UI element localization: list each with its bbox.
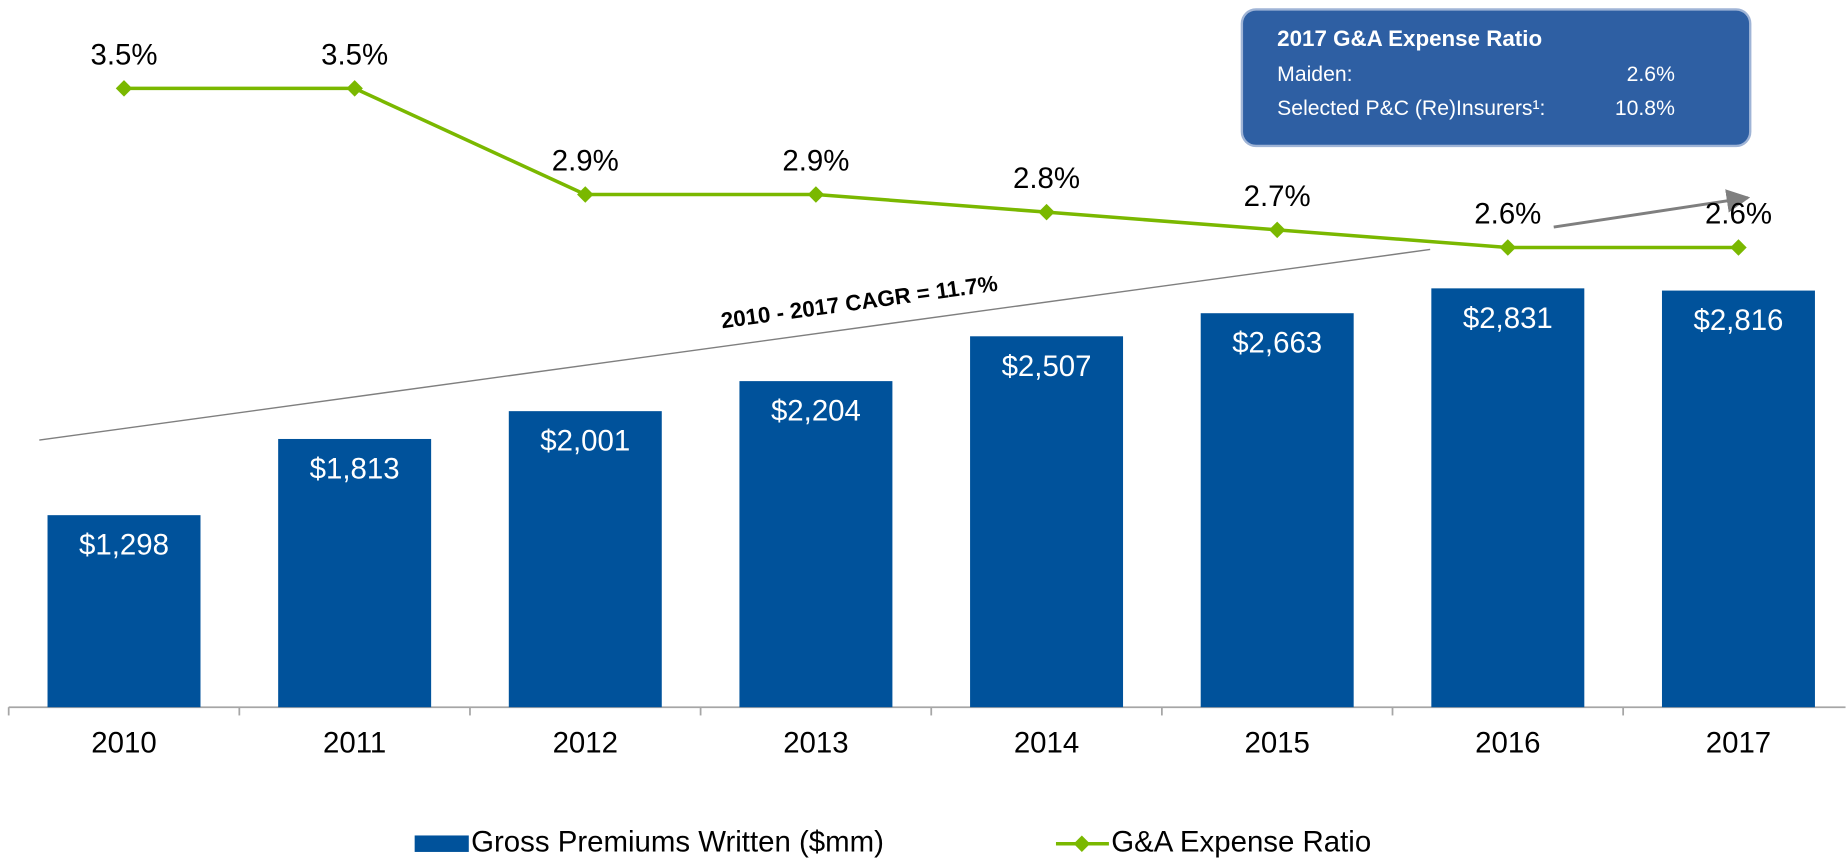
x-tick-label: 2012: [553, 727, 618, 760]
bar-value-label: $1,813: [310, 453, 400, 486]
bar-value-label: $1,298: [79, 529, 169, 562]
line-value-label: 2.6%: [1705, 198, 1772, 231]
bar-value-label: $2,204: [771, 395, 861, 428]
legend-swatch: [414, 835, 469, 852]
info-box-title: 2017 G&A Expense Ratio: [1277, 26, 1542, 51]
bar: [739, 381, 893, 708]
info-box: 2017 G&A Expense Ratio Maiden: 2.6% Sele…: [1240, 8, 1752, 148]
line-marker: [346, 80, 363, 97]
line-value-label: 2.9%: [782, 144, 849, 177]
bar: [278, 438, 432, 708]
cagr-line: [39, 248, 1431, 441]
line-value-label: 3.5%: [321, 38, 388, 71]
legend-label: G&A Expense Ratio: [1111, 825, 1371, 858]
legend-label: Gross Premiums Written ($mm): [471, 825, 884, 858]
cagr-label: 2010 - 2017 CAGR = 11.7%: [719, 271, 999, 334]
info-box-bg: [1240, 8, 1752, 148]
x-tick-label: 2017: [1706, 727, 1771, 760]
line-marker: [115, 80, 133, 97]
x-tick-label: 2013: [783, 727, 848, 760]
bar: [970, 336, 1124, 708]
bar-value-label: $2,816: [1693, 304, 1783, 337]
line-marker: [1268, 221, 1286, 239]
line-value-label: 2.8%: [1013, 162, 1080, 195]
line-value-label: 2.9%: [552, 144, 619, 177]
trend-arrow: [1553, 189, 1751, 229]
bar: [1661, 290, 1815, 708]
line-value-label: 2.6%: [1474, 198, 1541, 231]
bar: [1431, 288, 1585, 708]
line-marker: [1730, 239, 1747, 256]
bar: [508, 411, 662, 708]
legend-marker: [1073, 835, 1091, 852]
bar-value-label: $2,831: [1463, 302, 1553, 335]
x-tick-label: 2011: [323, 727, 386, 760]
x-tick-label: 2010: [91, 727, 156, 760]
line-value-label: 3.5%: [90, 38, 157, 71]
bar: [47, 515, 201, 708]
info-row-value: 10.8%: [1615, 97, 1675, 120]
info-row-label: Maiden:: [1277, 63, 1352, 86]
x-tick-label: 2016: [1475, 727, 1540, 760]
line: [124, 86, 1739, 250]
line-marker: [1038, 203, 1055, 221]
info-row-value: 2.6%: [1627, 63, 1675, 86]
bar-value-label: $2,663: [1232, 327, 1322, 360]
x-tick-label: 2015: [1244, 727, 1309, 760]
line-marker: [1499, 239, 1517, 256]
info-row-label: Selected P&C (Re)Insurers¹:: [1277, 97, 1545, 120]
line-marker: [807, 186, 825, 203]
bar-value-label: $2,001: [540, 425, 630, 458]
line-marker: [577, 186, 594, 203]
line-value-label: 2.7%: [1244, 180, 1311, 213]
bar-value-label: $2,507: [1002, 350, 1092, 383]
bar: [1200, 313, 1354, 708]
x-tick-label: 2014: [1014, 727, 1079, 760]
